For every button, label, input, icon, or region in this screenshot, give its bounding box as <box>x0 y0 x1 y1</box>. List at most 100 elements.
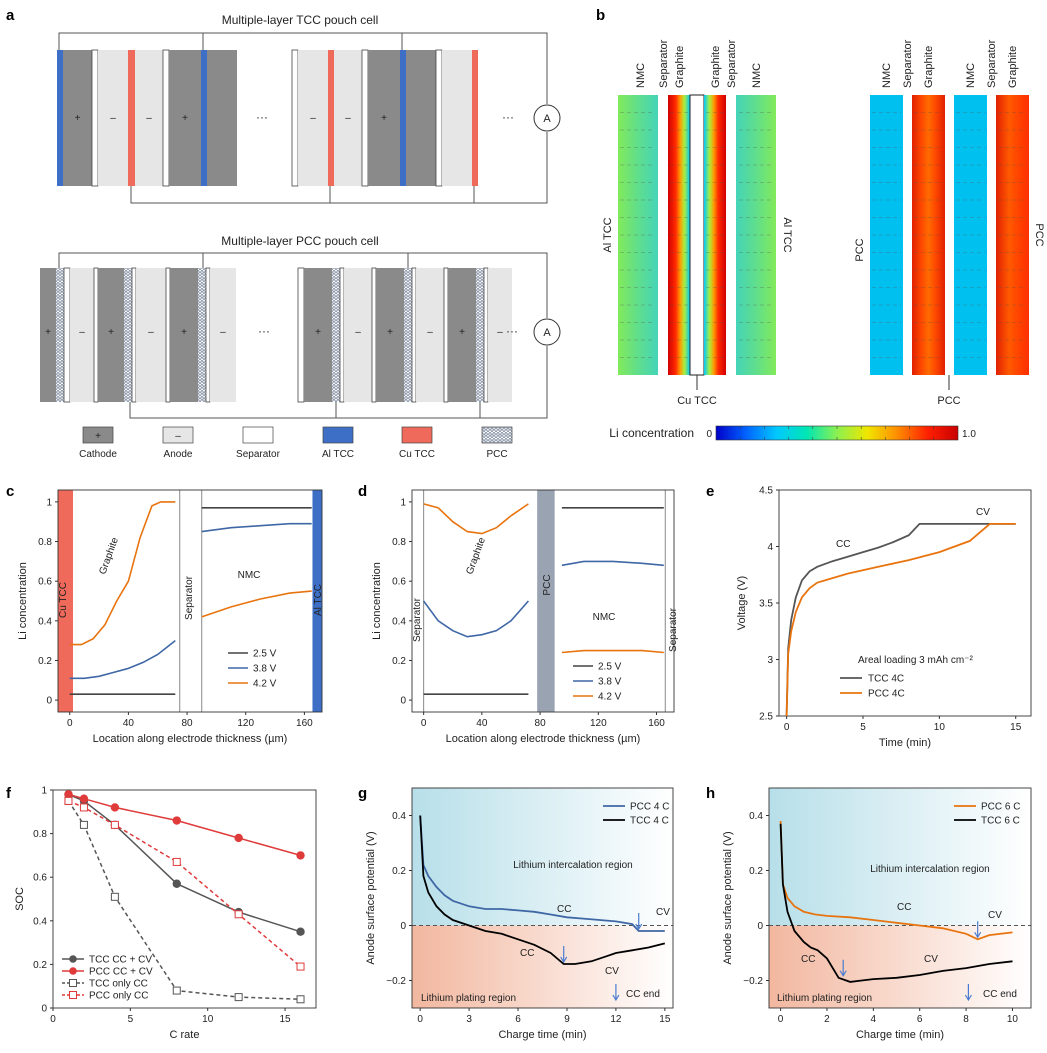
d-ytick-label: 0.8 <box>392 537 406 548</box>
e-xtick-label: 5 <box>860 722 866 733</box>
component-legend: + Cathode – Anode Separator Al TCC Cu TCC PCC <box>79 427 512 460</box>
f-ytick-label: 0.2 <box>33 960 47 971</box>
d-series-line <box>562 651 664 653</box>
pcc-layer-sep <box>298 268 304 402</box>
d-xtick-label: 0 <box>421 718 427 729</box>
chart-h: 0 2 4 6 8 10−0.200.20.4Charge time (min)Anode… <box>722 788 1031 1041</box>
d-nmc-label: NMC <box>593 612 616 623</box>
legend-symbol: – <box>175 431 181 442</box>
f-xtick-label: 5 <box>128 1014 134 1025</box>
c-series-line <box>202 591 312 617</box>
e-areal-note: Areal loading 3 mAh cm⁻² <box>858 655 973 666</box>
tcc-sign-label: – <box>345 113 351 124</box>
panel-label-b: b <box>596 7 605 24</box>
c-ytick-label: 0.2 <box>38 656 52 667</box>
h-xlabel: Charge time (min) <box>856 1029 944 1041</box>
legend-swatch-separator <box>243 427 273 443</box>
panel-label-h: h <box>706 785 715 802</box>
chart-c: 0 40 80 120 16000.20.40.60.81Location along … <box>17 490 324 745</box>
pcc-ammeter-label: A <box>543 327 551 339</box>
tcc-cell-title: Multiple-layer TCC pouch cell <box>222 13 379 27</box>
e-legend-label: PCC 4C <box>868 689 905 700</box>
pcc-layer-sep <box>166 268 170 402</box>
chart-d: 0 40 80 120 16000.20.40.60.81Location along … <box>371 490 679 745</box>
g-legend-label: TCC 4 C <box>630 816 669 827</box>
d-right-separator-label: Separator <box>668 607 679 652</box>
f-point <box>297 963 304 970</box>
legend-label-separator: Separator <box>236 449 281 460</box>
f-point <box>173 880 181 888</box>
tcc-layer-sep <box>292 50 298 186</box>
g-xtick-label: 9 <box>564 1014 570 1025</box>
f-legend-label: TCC CC + CV <box>89 955 152 966</box>
pcc-sign-label: – <box>497 327 503 338</box>
g-xtick-label: 12 <box>610 1014 622 1025</box>
c-xtick-label: 80 <box>182 718 194 729</box>
e-cv-label: CV <box>976 507 990 518</box>
pcc-layer-labels: NMC Separator Graphite NMC Separator Graphite <box>881 39 1019 88</box>
e-xtick-label: 0 <box>784 722 790 733</box>
pcc-layer-pcc <box>332 268 340 402</box>
f-point <box>173 858 180 865</box>
pcc-layer-label: Separator <box>986 39 998 88</box>
h-ytick-label: −0.2 <box>743 976 763 987</box>
g-ytick-label: 0.2 <box>392 866 406 877</box>
al-tcc-left-label: Al TCC <box>602 217 614 252</box>
f-legend-label: PCC CC + CV <box>89 967 153 978</box>
tcc-layer-al <box>57 50 63 186</box>
panel-label-g: g <box>358 785 367 802</box>
panel-a-schematic: Multiple-layer TCC pouch cell + – – + – – + A … <box>40 13 560 460</box>
pcc-layer-sep <box>340 268 344 402</box>
tcc-sign-label: – <box>146 113 152 124</box>
f-legend-marker <box>69 955 77 963</box>
tcc-sign-label: – <box>110 113 116 124</box>
g-xtick-label: 15 <box>659 1014 671 1025</box>
h-xtick-label: 6 <box>917 1014 923 1025</box>
d-pcc-label: PCC <box>542 574 553 595</box>
f-legend-marker <box>69 967 77 975</box>
f-point <box>111 803 119 811</box>
c-ylabel: Li concentration <box>17 562 29 640</box>
h-cc-end-label: CC end <box>983 989 1017 1000</box>
e-xtick-label: 15 <box>1010 722 1022 733</box>
colorbar-title: Li concentration <box>609 426 694 440</box>
tcc-layer-label: Separator <box>658 39 670 88</box>
e-ytick-label: 4 <box>767 542 773 553</box>
tcc-ellipsis: ··· <box>256 110 268 124</box>
legend-label-anode: Anode <box>164 449 193 460</box>
tcc-ellipsis-right: ··· <box>502 110 514 124</box>
pcc-layer-pcc <box>404 268 412 402</box>
g-ytick-label: 0.4 <box>392 811 406 822</box>
g-xtick-label: 0 <box>417 1014 423 1025</box>
tcc-layer-label: NMC <box>751 63 763 88</box>
e-ylabel: Voltage (V) <box>736 576 748 630</box>
tcc-sign-label: + <box>182 113 188 124</box>
f-legend-marker <box>70 980 77 987</box>
d-legend-label: 3.8 V <box>598 677 622 688</box>
chart-g: 0 3 6 9 12 15 −0.2 0 0.2 0.4 Charge time (min) Anod… <box>365 788 673 1041</box>
g-cc-end-label: CC end <box>626 989 660 1000</box>
pcc-right-label: PCC <box>1033 223 1045 246</box>
h-ytick-label: 0 <box>757 921 763 932</box>
f-point <box>296 851 304 859</box>
legend-swatch-cu_tcc <box>402 427 432 443</box>
chart-e: 0 5 10 152.533.544.5Time (min)Voltage (V) C… <box>736 486 1031 750</box>
c-xlabel: Location along electrode thickness (µm) <box>93 733 288 745</box>
panel-label-e: e <box>706 483 714 500</box>
c-graphite-label: Graphite <box>97 536 121 576</box>
g-ylabel: Anode surface potential (V) <box>365 831 377 964</box>
d-left-separator-label: Separator <box>412 597 423 642</box>
c-xtick-label: 0 <box>67 718 73 729</box>
figure-canvas: a b c d e f g h Multiple-layer TCC pouch… <box>0 0 1047 1053</box>
pcc-layer-pcc <box>198 268 206 402</box>
h-legend-label: PCC 6 C <box>981 802 1020 813</box>
c-legend-label: 2.5 V <box>253 649 277 660</box>
c-series-line <box>70 502 176 645</box>
tcc-layer-sep <box>163 50 169 186</box>
f-xtick-label: 10 <box>202 1014 214 1025</box>
f-point <box>297 996 304 1003</box>
f-point <box>80 804 87 811</box>
h-intercalation-label: Lithium intercalation region <box>870 864 990 875</box>
e-ytick-label: 3 <box>767 655 773 666</box>
e-xlabel: Time (min) <box>879 737 931 749</box>
